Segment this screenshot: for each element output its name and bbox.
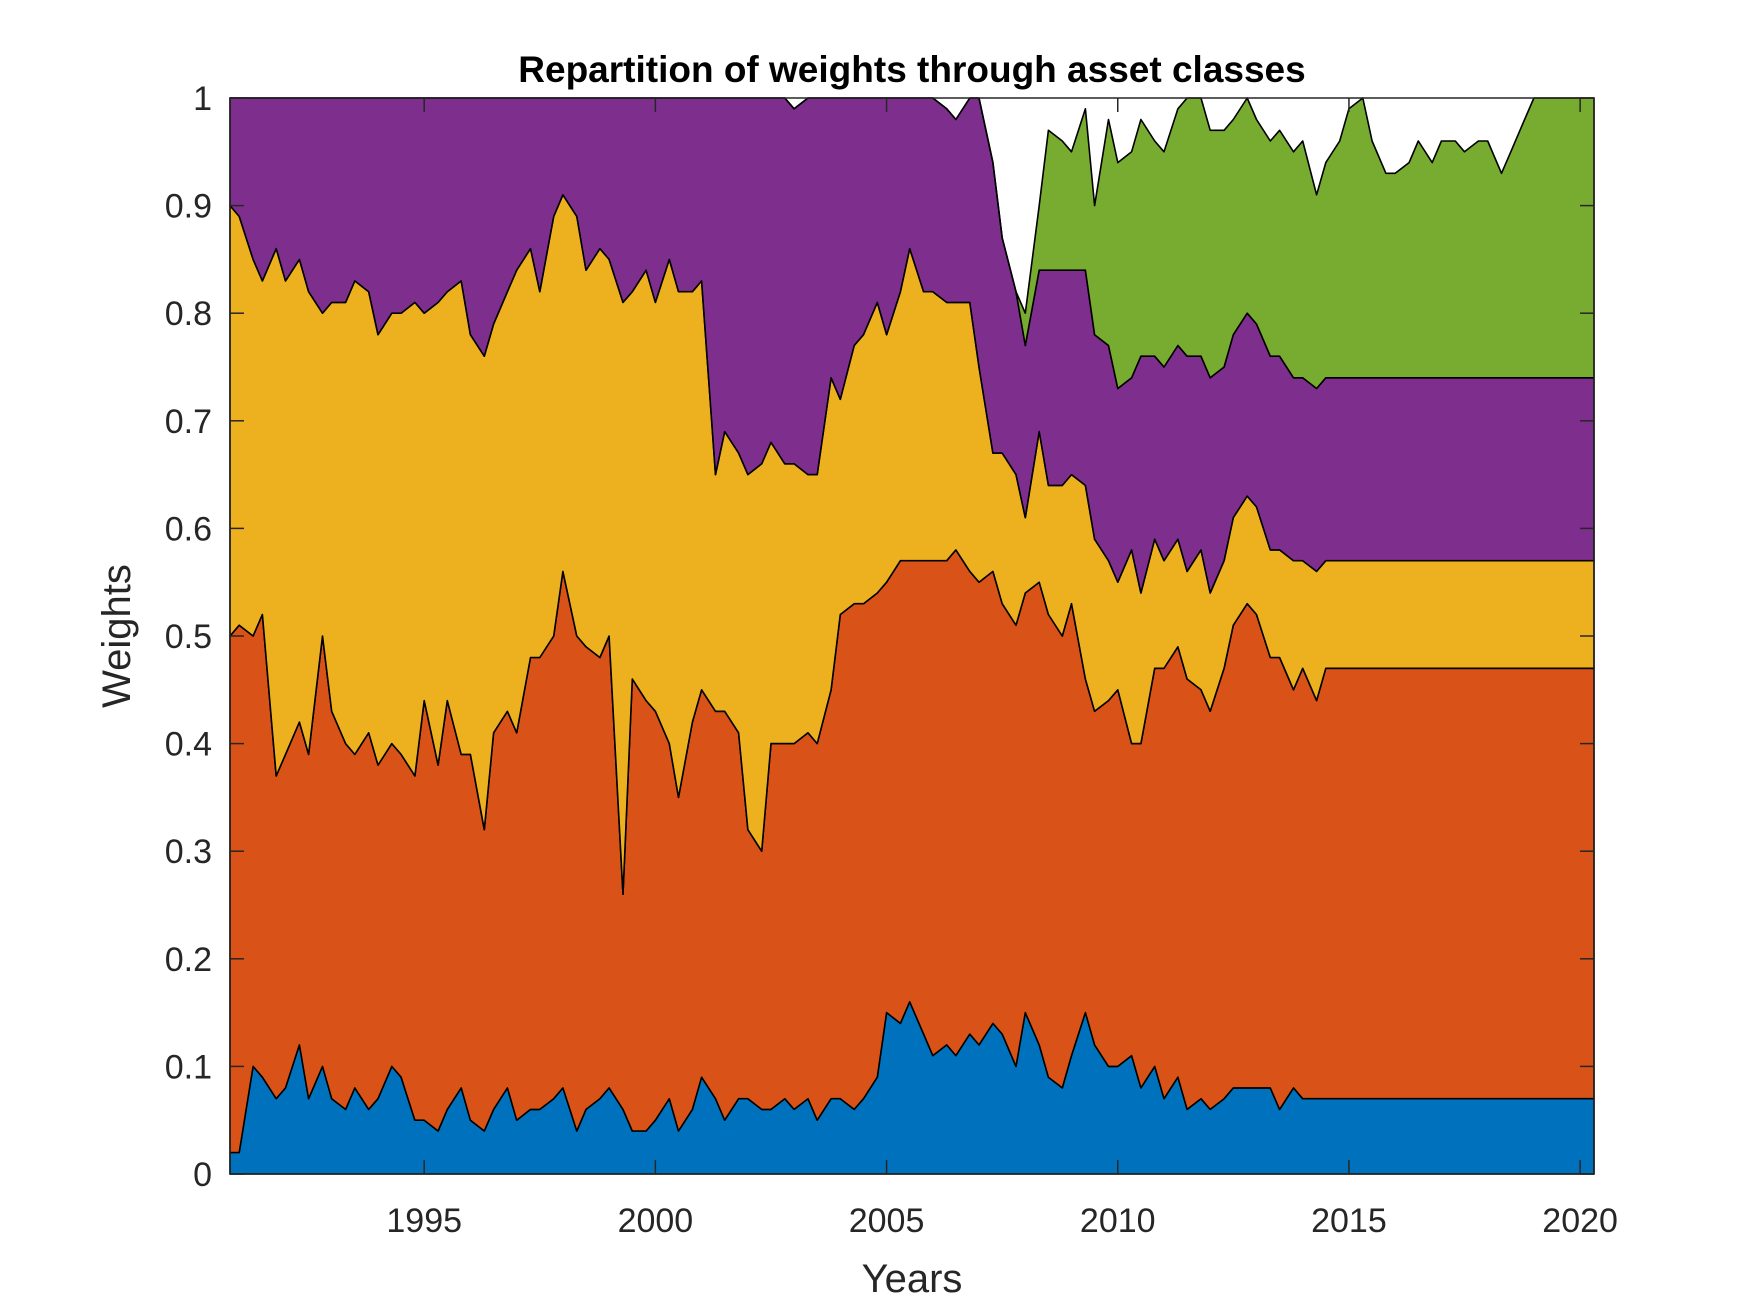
y-tick-label: 0.2: [165, 941, 212, 979]
y-tick-label: 0.3: [165, 833, 212, 871]
area-series-group: [229, 97, 1595, 1175]
y-tick-label: 0.7: [165, 403, 212, 441]
axis-ticks: 1995 2000 2005 2010 2015 2020 0 0.1 0.2 0.3 0.4 0.5…: [165, 80, 1618, 1240]
y-tick-label: 0.5: [165, 618, 212, 656]
y-tick-label: 0.1: [165, 1048, 212, 1086]
x-tick-label: 2010: [1080, 1202, 1156, 1240]
x-tick-label: 2020: [1542, 1202, 1618, 1240]
y-tick-label: 0.6: [165, 510, 212, 548]
x-tick-label: 2015: [1311, 1202, 1387, 1240]
x-tick-label: 2000: [618, 1202, 694, 1240]
x-tick-label: 2005: [849, 1202, 925, 1240]
y-tick-label: 0.9: [165, 188, 212, 226]
y-axis-label: Weights: [95, 564, 139, 708]
x-axis-label: Years: [862, 1257, 963, 1301]
chart-title: Repartition of weights through asset cla…: [518, 49, 1305, 90]
y-tick-label: 0: [193, 1156, 212, 1194]
x-tick-label: 1995: [386, 1202, 462, 1240]
y-tick-label: 0.8: [165, 295, 212, 333]
y-tick-label: 0.4: [165, 726, 212, 764]
y-tick-label: 1: [193, 80, 212, 118]
